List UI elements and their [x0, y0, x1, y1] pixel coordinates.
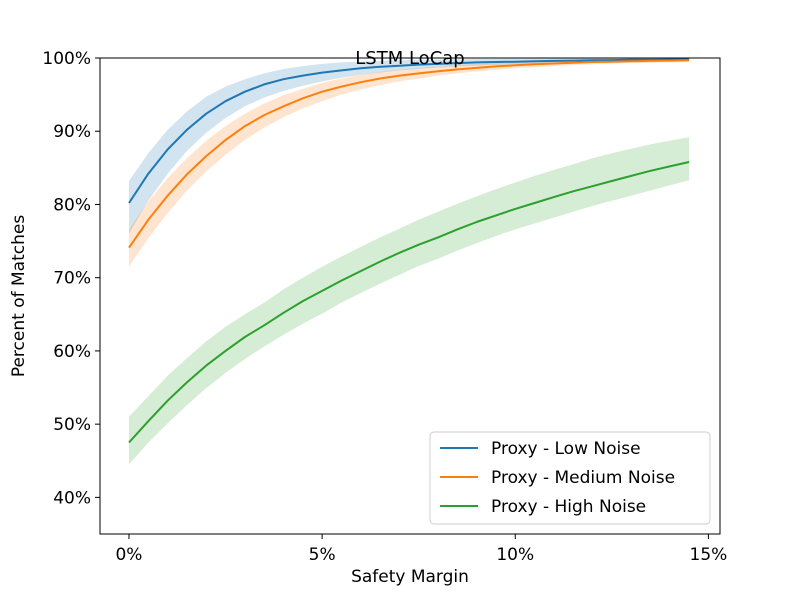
y-tick-label: 100% — [42, 49, 91, 69]
confidence-bands — [129, 58, 690, 465]
y-axis: 40% 50% 60% 70% 80% 90% 100% — [42, 49, 100, 508]
series-line-proxy-low-noise — [128, 58, 690, 204]
y-axis-title: Percent of Matches — [9, 215, 29, 377]
y-tick-label: 50% — [53, 415, 91, 435]
x-tick-label: 10% — [496, 545, 534, 565]
x-axis: 0% 5% 10% 15% — [115, 534, 727, 565]
legend: Proxy - Low Noise Proxy - Medium Noise Pro… — [429, 431, 711, 525]
x-tick-label: 15% — [690, 545, 728, 565]
x-tick-label: 5% — [309, 545, 336, 565]
y-tick-label: 70% — [53, 269, 91, 289]
legend-box — [429, 431, 711, 525]
y-tick-label: 80% — [53, 195, 91, 215]
y-tick-label: 40% — [53, 488, 91, 508]
legend-label-proxy-medium-noise: Proxy - Medium Noise — [491, 468, 675, 488]
legend-label-proxy-low-noise: Proxy - Low Noise — [491, 439, 641, 459]
series-lines — [128, 58, 690, 444]
band-proxy-high-noise — [129, 137, 690, 465]
x-tick-label: 0% — [115, 545, 142, 565]
x-axis-title: Safety Margin — [351, 567, 469, 587]
y-tick-label: 60% — [53, 342, 91, 362]
chart-title: LSTM LoCap — [355, 48, 464, 69]
y-tick-label: 90% — [53, 122, 91, 142]
plot-frame — [99, 57, 721, 535]
legend-label-proxy-high-noise: Proxy - High Noise — [491, 497, 646, 517]
series-line-proxy-high-noise — [128, 161, 690, 444]
series-line-proxy-medium-noise — [128, 59, 690, 249]
band-proxy-medium-noise — [129, 59, 690, 267]
